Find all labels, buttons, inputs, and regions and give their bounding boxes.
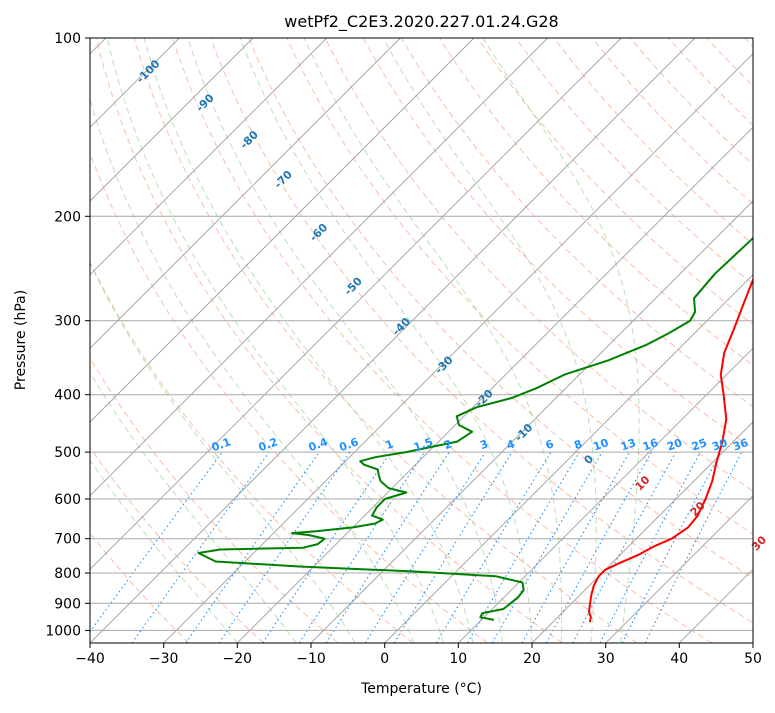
x-axis-label: Temperature (°C) — [360, 681, 482, 697]
y-tick-label: 900 — [54, 596, 81, 612]
x-tick-label: 10 — [449, 651, 467, 667]
x-tick-label: 50 — [744, 651, 762, 667]
y-tick-label: 500 — [54, 445, 81, 461]
y-tick-label: 600 — [54, 492, 81, 508]
y-tick-label: 300 — [54, 314, 81, 330]
y-axis-label: Pressure (hPa) — [13, 290, 29, 390]
chart-title: wetPf2_C2E3.2020.227.01.24.G28 — [284, 12, 558, 32]
x-tick-label: −30 — [149, 651, 179, 667]
y-tick-label: 400 — [54, 388, 81, 404]
x-tick-label: 40 — [670, 651, 688, 667]
y-tick-label: 200 — [54, 209, 81, 225]
x-tick-label: −20 — [223, 651, 253, 667]
x-tick-label: −40 — [75, 651, 105, 667]
x-tick-label: 20 — [523, 651, 541, 667]
y-tick-label: 1000 — [45, 623, 81, 639]
y-tick-label: 100 — [54, 31, 81, 47]
x-tick-label: 30 — [597, 651, 615, 667]
x-tick-label: 0 — [380, 651, 389, 667]
y-tick-label: 800 — [54, 566, 81, 582]
y-tick-label: 700 — [54, 532, 81, 548]
x-tick-label: −10 — [296, 651, 326, 667]
